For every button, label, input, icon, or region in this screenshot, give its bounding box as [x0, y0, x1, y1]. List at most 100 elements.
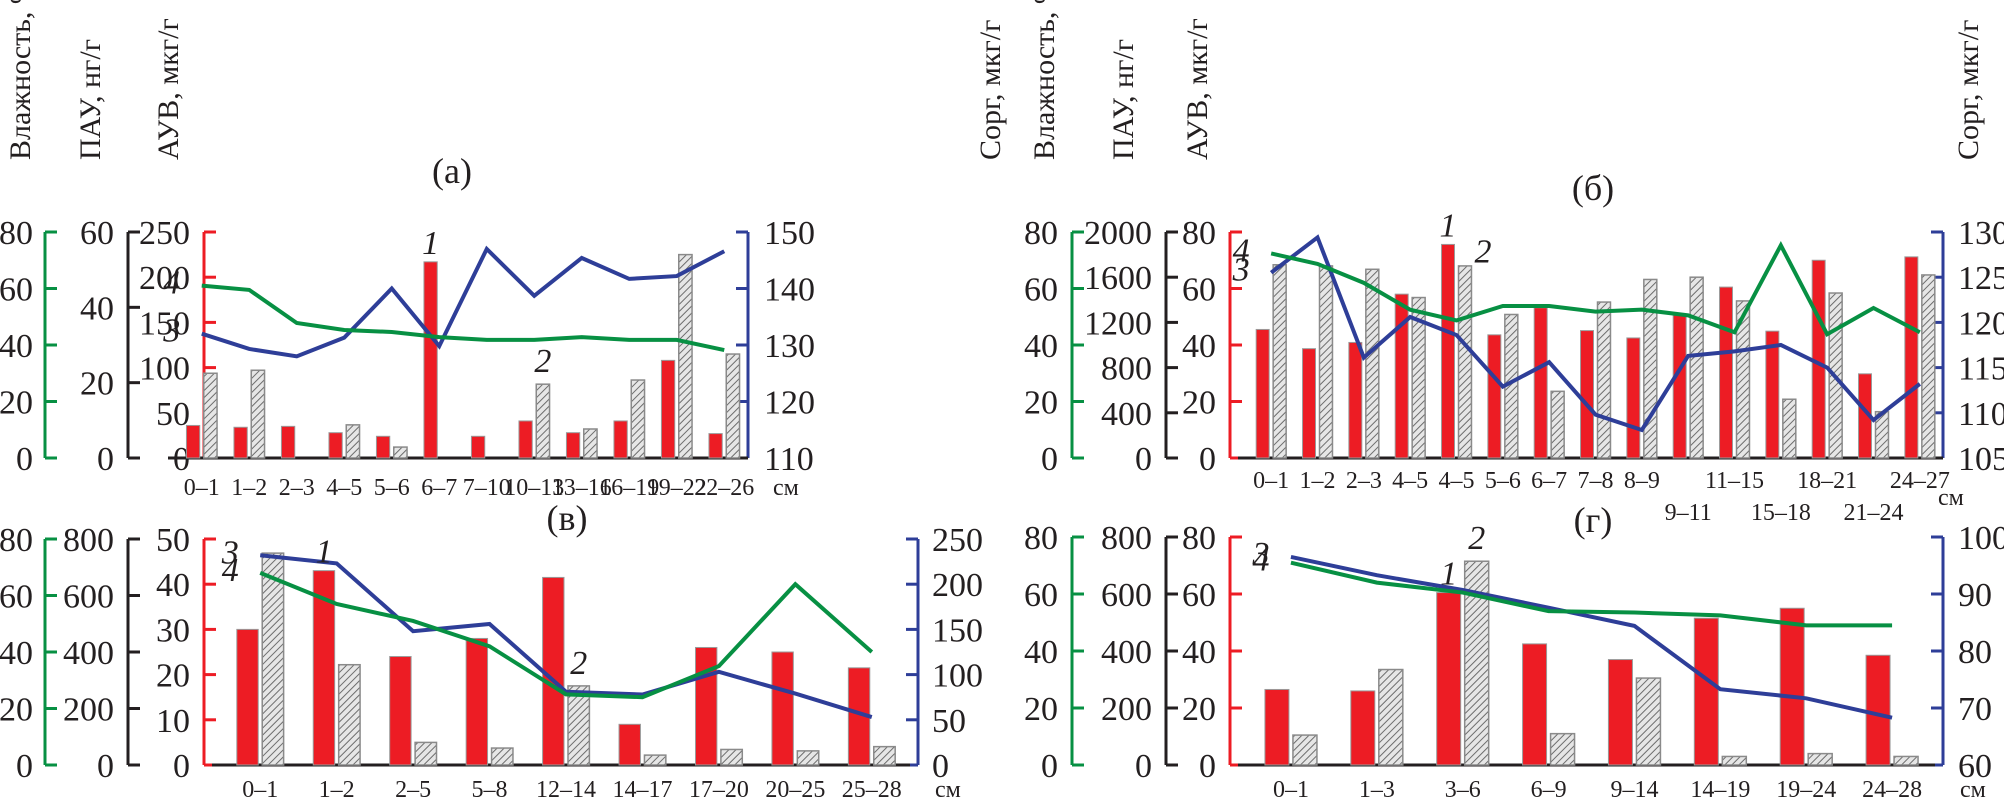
bar-auv — [1255, 328, 1270, 459]
bar-auv — [375, 435, 391, 459]
bar-auv — [1865, 654, 1891, 766]
bar-pah — [203, 372, 218, 459]
corg-tick-label: 140 — [764, 272, 815, 309]
corg-tick-label: 100 — [932, 658, 983, 695]
x-tick-label: 21–24 — [1844, 500, 1904, 526]
bar-auv — [1765, 330, 1780, 459]
pah-tick-label: 400 — [1101, 396, 1152, 433]
moisture-tick-label: 60 — [1024, 577, 1058, 614]
x-tick-label: 19–22 — [647, 475, 707, 501]
chart-panel-a: 0204060800204060050100150200250110120130… — [0, 0, 1007, 501]
x-tick-label: 11–15 — [1705, 468, 1764, 494]
moisture-tick-label: 40 — [1024, 328, 1058, 365]
x-tick-label: 15–18 — [1751, 500, 1811, 526]
auv-tick-label: 40 — [1182, 634, 1216, 671]
bar-auv — [236, 628, 259, 766]
x-tick-label: 3–6 — [1445, 777, 1481, 803]
auv-tick-label: 20 — [1182, 691, 1216, 728]
chart-panel-v: 0204060800200400600800010203040500501001… — [0, 498, 983, 803]
x-tick-label: 4–5 — [1439, 468, 1475, 494]
x-tick-label: 20–25 — [765, 777, 825, 803]
bar-pah — [725, 353, 741, 459]
bar-auv — [328, 432, 343, 459]
auv-tick-label: 150 — [139, 305, 190, 342]
x-tick-label: 17–20 — [689, 777, 749, 803]
bar-pah — [678, 253, 693, 459]
x-tick-label: 5–6 — [1485, 468, 1521, 494]
panel-title: (г) — [1574, 500, 1613, 540]
pah-tick-label: 60 — [80, 215, 114, 252]
pah-tick-label: 200 — [63, 692, 114, 729]
series-label-4: 4 — [1233, 232, 1250, 269]
bar-pah — [1550, 390, 1565, 459]
auv-tick-label: 0 — [1199, 441, 1216, 478]
line-moisture — [1290, 560, 1893, 628]
auv-tick-label: 20 — [1182, 385, 1216, 422]
x-tick-label: 2–3 — [279, 475, 315, 501]
pah-axis-title: ПАУ, нг/г — [74, 39, 107, 160]
bar-auv — [1394, 293, 1409, 459]
series-label-3: 3 — [162, 313, 180, 350]
x-tick-label: 24–28 — [1862, 777, 1922, 803]
moisture-tick-label: 20 — [0, 385, 33, 422]
bar-pah — [490, 747, 514, 766]
x-tick-label: 7–8 — [1578, 468, 1614, 494]
x-unit-label: см — [1938, 485, 1964, 511]
corg-tick-label: 120 — [1958, 305, 2004, 342]
x-tick-label: 25–28 — [842, 777, 902, 803]
series-label-3: 3 — [1232, 252, 1250, 289]
x-tick-label: 1–2 — [1300, 468, 1336, 494]
x-tick-label: 0–1 — [184, 475, 220, 501]
bar-pah — [1921, 274, 1936, 459]
bar-pah — [1735, 300, 1751, 459]
bar-auv — [1302, 348, 1316, 459]
bar-pah — [250, 369, 266, 459]
bar-pah — [261, 552, 285, 766]
chart-panel-g: 0204060800200400600800020406080607080901… — [1024, 500, 2004, 803]
x-tick-label: 0–1 — [1253, 468, 1289, 494]
corg-tick-label: 90 — [1958, 577, 1992, 614]
bar-auv — [280, 425, 296, 459]
auv-tick-label: 50 — [156, 396, 190, 433]
auv-tick-label: 60 — [1182, 272, 1216, 309]
x-tick-label: 10–13 — [504, 475, 564, 501]
series-label-2: 2 — [1468, 520, 1485, 557]
bar-pah — [583, 428, 598, 459]
x-unit-label: см — [773, 475, 799, 501]
corg-tick-label: 120 — [764, 385, 815, 422]
corg-tick-label: 150 — [764, 215, 815, 252]
series-label-1: 1 — [1440, 207, 1457, 244]
x-tick-label: 5–6 — [374, 475, 410, 501]
x-tick-label: 7–10 — [463, 475, 511, 501]
bar-auv — [1904, 256, 1919, 459]
moisture-tick-label: 60 — [1024, 272, 1058, 309]
pah-tick-label: 400 — [63, 635, 114, 672]
bar-auv — [1487, 334, 1502, 459]
bar-auv — [618, 723, 641, 766]
bar-auv — [470, 435, 486, 459]
x-tick-label: 13–16 — [552, 475, 612, 501]
auv-tick-label: 20 — [156, 658, 190, 695]
x-tick-label: 24–27 — [1890, 468, 1950, 494]
bar-pah — [643, 754, 667, 766]
bar-auv — [465, 637, 489, 766]
bar-pah — [1318, 265, 1334, 459]
bar-pah — [1457, 265, 1473, 459]
auv-tick-label: 40 — [1182, 328, 1216, 365]
moisture-tick-label: 0 — [1041, 441, 1058, 478]
bar-pah — [1643, 278, 1658, 459]
moisture-tick-label: 0 — [16, 748, 33, 785]
x-tick-label: 2–5 — [395, 777, 431, 803]
line-moisture — [201, 283, 725, 353]
pah-tick-label: 40 — [80, 290, 114, 327]
auv-tick-label: 10 — [156, 703, 190, 740]
series-label-1: 1 — [1440, 556, 1457, 593]
corg-tick-label: 50 — [932, 703, 966, 740]
auv-tick-label: 50 — [156, 522, 190, 559]
corg-tick-label: 130 — [1958, 215, 2004, 252]
bar-auv — [1348, 341, 1363, 459]
bar-auv — [185, 424, 201, 459]
corg-tick-label: 250 — [932, 522, 983, 559]
bar-auv — [694, 646, 718, 766]
pah-tick-label: 800 — [63, 522, 114, 559]
